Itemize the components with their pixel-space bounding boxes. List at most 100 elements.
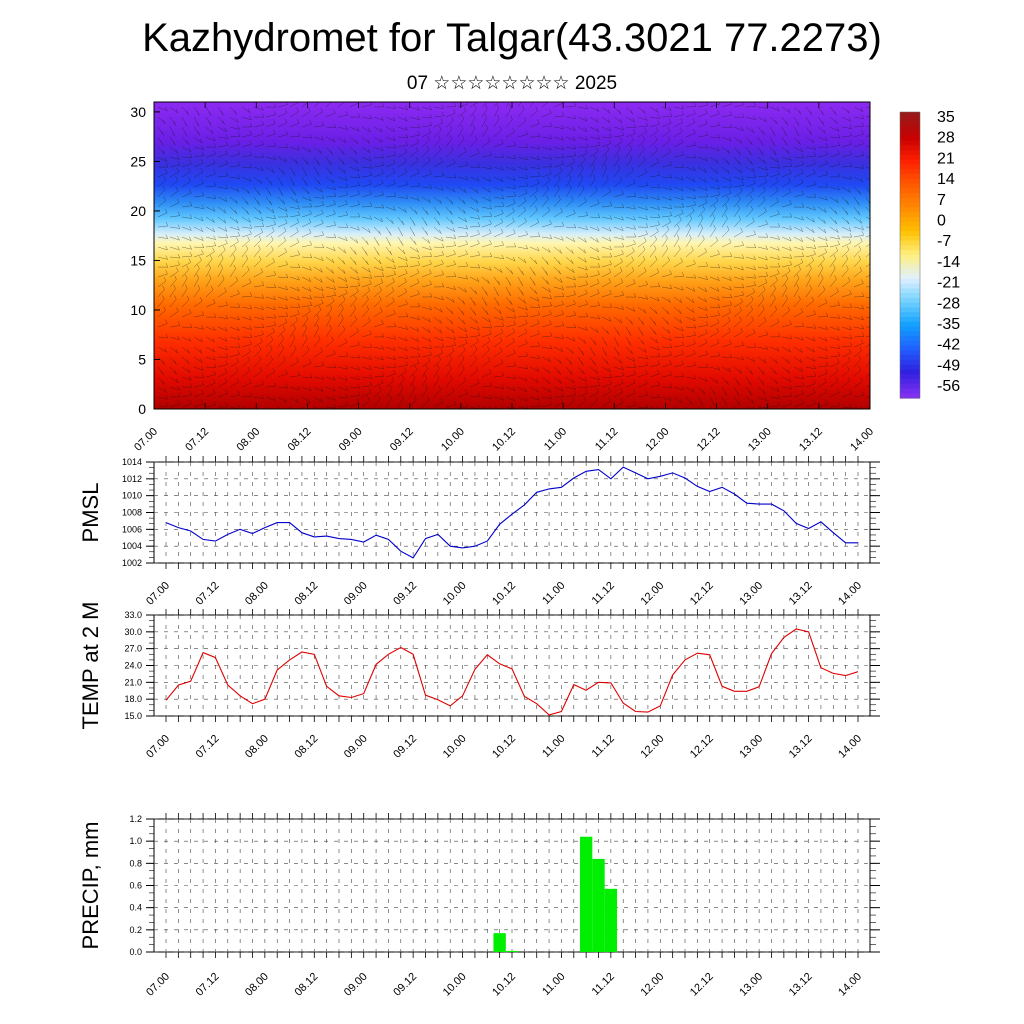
wind-barb-flag — [573, 282, 577, 288]
wind-barb — [565, 276, 576, 281]
wind-barb — [505, 186, 516, 190]
wind-barb-flag — [798, 265, 801, 270]
wind-barb — [337, 194, 348, 198]
wind-barb — [661, 326, 670, 334]
wind-barb — [733, 219, 741, 228]
wind-barb-flag — [357, 391, 361, 396]
colorbar-segment — [900, 150, 920, 156]
wind-barb-flag — [789, 334, 793, 339]
wind-barb-flag — [668, 298, 671, 303]
wind-barb-flag — [273, 270, 276, 275]
wind-barb — [517, 266, 525, 276]
wind-barb-flag — [559, 379, 562, 384]
wind-barb-flag — [836, 127, 840, 132]
wind-barb-flag — [825, 242, 829, 247]
wind-barb-flag — [644, 168, 648, 173]
wind-barb-flag — [187, 349, 190, 354]
wind-barb — [337, 308, 344, 318]
wind-barb — [409, 272, 420, 278]
wind-barb-flag — [428, 337, 432, 342]
wind-barb — [301, 328, 307, 338]
wind-barb-flag — [488, 197, 492, 202]
wind-barb-flag — [425, 210, 429, 215]
wind-barb-flag — [800, 147, 803, 153]
wind-barb-flag — [345, 110, 349, 116]
wind-barb-flag — [393, 151, 397, 156]
wind-barb-flag — [189, 201, 193, 206]
wind-barb-flag — [608, 237, 612, 242]
wind-barb — [445, 120, 454, 128]
wind-barb — [301, 256, 312, 259]
wind-barb — [565, 314, 576, 318]
wind-barb — [265, 133, 276, 138]
wind-barb-flag — [235, 199, 238, 204]
wind-barb — [589, 189, 598, 198]
wind-barb — [433, 161, 443, 168]
wind-barb-flag — [559, 249, 562, 254]
wind-barb-flag — [617, 164, 621, 170]
wind-barb — [685, 316, 696, 322]
wind-barb-flag — [162, 360, 165, 365]
pmsl-y-tick-label: 1014 — [122, 457, 142, 467]
wind-barb — [553, 276, 563, 283]
wind-barb-flag — [163, 276, 167, 282]
wind-barb-flag — [643, 308, 647, 314]
wind-barb — [313, 146, 322, 154]
wind-barb — [673, 275, 684, 278]
wind-barb — [289, 146, 300, 151]
wind-barb — [193, 403, 204, 408]
wind-barb-flag — [197, 264, 200, 269]
wind-barb — [469, 176, 480, 182]
wind-barb — [205, 136, 216, 142]
wind-barb — [301, 123, 312, 128]
wind-barb — [781, 146, 790, 154]
wind-barb-flag — [247, 236, 250, 241]
wind-barb — [577, 266, 588, 271]
wind-barb-flag — [789, 254, 793, 259]
wind-barb — [553, 313, 564, 318]
wind-barb — [169, 146, 178, 154]
wind-barb — [721, 176, 732, 182]
wind-barb-flag — [813, 310, 816, 315]
wind-barb-flag — [524, 188, 528, 194]
wind-barb-flag — [796, 121, 800, 126]
wind-barb — [649, 296, 660, 302]
cross-section-x-tick-label: 13.00 — [746, 426, 774, 454]
wind-barb — [733, 356, 744, 361]
wind-barb — [673, 261, 683, 268]
wind-barb — [217, 316, 228, 320]
wind-barb-flag — [715, 196, 719, 202]
wind-barb-flag — [225, 402, 229, 407]
wind-barb — [529, 286, 538, 295]
wind-barb-flag — [440, 348, 444, 353]
wind-barb — [181, 403, 192, 408]
wind-barb — [433, 139, 441, 148]
wind-barb-flag — [354, 260, 357, 265]
wind-barb — [565, 136, 576, 141]
wind-barb-flag — [460, 124, 464, 129]
wind-barb — [625, 366, 636, 368]
wind-barb — [205, 206, 216, 212]
wind-barb — [265, 371, 275, 378]
wind-barb — [661, 354, 672, 358]
wind-barb-flag — [475, 199, 479, 204]
wind-barb-flag — [453, 159, 456, 164]
wind-barb-flag — [174, 360, 177, 365]
wind-barb-flag — [524, 328, 528, 333]
wind-barb — [697, 104, 708, 108]
wind-barb — [745, 266, 756, 271]
wind-barb-flag — [609, 252, 613, 258]
wind-barb — [349, 236, 359, 244]
wind-barb-flag — [188, 147, 192, 152]
wind-barb — [241, 143, 252, 148]
wind-barb-flag — [570, 165, 573, 170]
wind-barb-flag — [280, 191, 284, 196]
wind-barb — [805, 146, 816, 150]
wind-barb-flag — [608, 187, 611, 193]
wind-barb-flag — [633, 225, 636, 230]
wind-barb-flag — [560, 207, 563, 212]
wind-barb-flag — [789, 162, 793, 167]
wind-barb — [829, 226, 839, 233]
wind-barb-flag — [354, 315, 357, 320]
wind-barb-flag — [177, 392, 181, 397]
